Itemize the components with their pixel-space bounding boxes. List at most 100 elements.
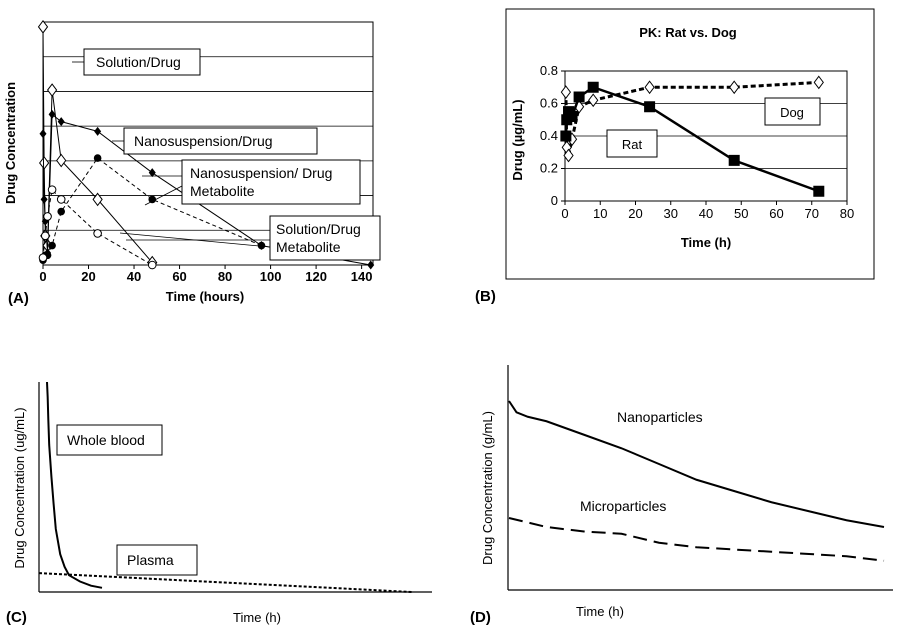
panel-c-letter: (C) <box>6 609 27 626</box>
data-point <box>56 153 67 168</box>
data-point <box>40 231 50 241</box>
data-point <box>57 117 65 127</box>
series-line <box>42 26 153 263</box>
y-tick-label: 0 <box>551 193 558 208</box>
panel-d-y-axis-label: Drug Concentration (g/mL) <box>480 411 495 565</box>
series-label-nanoparticles: Nanoparticles <box>617 409 703 425</box>
data-point <box>367 260 375 270</box>
callout-box-nanosuspension-metabolite <box>181 159 361 205</box>
callout-solution-drug: Solution/Drug <box>96 54 181 70</box>
callout-nanosuspension-metabolite-l1: Nanosuspension/ Drug <box>190 165 332 181</box>
data-point <box>644 101 656 113</box>
series-microparticles-line <box>508 517 885 562</box>
panel-c-x-axis-label: Time (h) <box>233 610 281 625</box>
series-label-rat: Rat <box>622 137 643 152</box>
legend-box-whole-blood <box>56 424 163 456</box>
data-point <box>587 81 599 93</box>
data-point <box>729 80 740 95</box>
x-tick-label: 80 <box>840 206 854 221</box>
panel-a-x-axis-label: Time (hours) <box>166 289 245 304</box>
y-tick-label: 0.8 <box>540 63 558 78</box>
x-tick-label: 40 <box>699 206 713 221</box>
panel-b-x-axis-label: Time (h) <box>681 235 731 250</box>
x-tick-label: 30 <box>664 206 678 221</box>
x-tick-label: 20 <box>628 206 642 221</box>
data-point <box>588 93 599 108</box>
series-line <box>42 113 371 266</box>
data-point <box>644 80 655 95</box>
panel-b-chart: PK: Rat vs. Dog 0 10 20 30 40 50 60 70 80 0 0.2 0.4… <box>475 8 875 305</box>
panel-d-chart: Nanoparticles Microparticles Time (h) Dr… <box>470 365 893 626</box>
panel-a-letter: (A) <box>8 290 29 307</box>
data-point <box>48 109 56 119</box>
data-point <box>728 154 740 166</box>
data-point <box>813 185 825 197</box>
data-point <box>147 260 157 270</box>
data-point <box>573 91 585 103</box>
legend-box-dog <box>764 97 821 126</box>
data-point <box>46 83 58 97</box>
data-point <box>56 195 66 204</box>
panel-b-y-axis-label: Drug (µg/mL) <box>510 99 525 180</box>
callout-nanosuspension-metabolite-l2: Metabolite <box>190 183 255 199</box>
data-point <box>57 207 66 216</box>
data-point <box>38 253 48 263</box>
data-point <box>92 192 103 207</box>
panel-b-letter: (B) <box>475 288 496 305</box>
y-tick-label: 0.2 <box>540 161 558 176</box>
callout-box-solution-drug <box>83 48 201 76</box>
series-nanoparticles-line <box>508 400 885 528</box>
callout-nanosuspension-drug: Nanosuspension/Drug <box>134 133 273 149</box>
callout-solution-metabolite-l1: Solution/Drug <box>276 221 361 237</box>
x-tick-label: 120 <box>305 269 327 284</box>
series-plasma-line <box>38 572 413 593</box>
x-tick-label: 60 <box>769 206 783 221</box>
data-point <box>37 20 49 34</box>
x-tick-label: 0 <box>39 269 46 284</box>
series-line <box>42 157 262 261</box>
data-point <box>148 195 157 204</box>
panel-c-y-axis-label: Drug Concentration (ug/mL) <box>12 407 27 568</box>
panel-d-x-axis-label: Time (h) <box>576 604 624 619</box>
y-tick-label: 0.4 <box>540 128 558 143</box>
x-tick-label: 20 <box>81 269 95 284</box>
series-rat <box>560 81 825 197</box>
panel-c-chart: Whole blood Plasma Time (h) Drug Concent… <box>6 381 432 626</box>
data-point <box>813 75 824 90</box>
data-point <box>93 154 102 162</box>
callout-solution-metabolite-l2: Metabolite <box>276 239 341 255</box>
data-point <box>93 229 102 238</box>
data-point <box>47 185 57 194</box>
callout-box-nanosuspension-drug <box>123 127 318 155</box>
panel-a-y-axis-label: Drug Concentration <box>3 82 18 204</box>
data-point <box>563 148 574 163</box>
legend-box-rat <box>606 129 658 158</box>
x-tick-label: 140 <box>351 269 373 284</box>
data-point <box>48 241 56 250</box>
data-point <box>39 129 47 139</box>
data-point <box>148 168 156 178</box>
panel-b-title: PK: Rat vs. Dog <box>639 25 737 40</box>
y-tick-label: 0.6 <box>540 96 558 111</box>
x-tick-label: 10 <box>593 206 607 221</box>
panel-a-chart: 0 20 40 60 80 100 120 140 Solution/Drug Nanosus… <box>3 20 381 307</box>
series-label-plasma: Plasma <box>127 552 174 568</box>
x-tick-label: 60 <box>172 269 186 284</box>
series-label-microparticles: Microparticles <box>580 498 666 514</box>
data-point <box>39 156 50 170</box>
series-label-whole-blood: Whole blood <box>67 432 145 448</box>
x-tick-label: 80 <box>218 269 232 284</box>
x-tick-label: 50 <box>734 206 748 221</box>
callout-box-solution-metabolite <box>269 215 381 261</box>
panel-a-callouts <box>72 61 271 248</box>
series-label-dog: Dog <box>780 105 804 120</box>
legend-box-plasma <box>116 544 198 576</box>
data-point <box>560 85 572 99</box>
x-tick-label: 70 <box>805 206 819 221</box>
panel-d-letter: (D) <box>470 609 491 626</box>
data-point <box>40 194 48 204</box>
data-point <box>94 126 102 136</box>
x-tick-label: 100 <box>260 269 282 284</box>
series-solution-drug-metabolite <box>38 185 157 270</box>
